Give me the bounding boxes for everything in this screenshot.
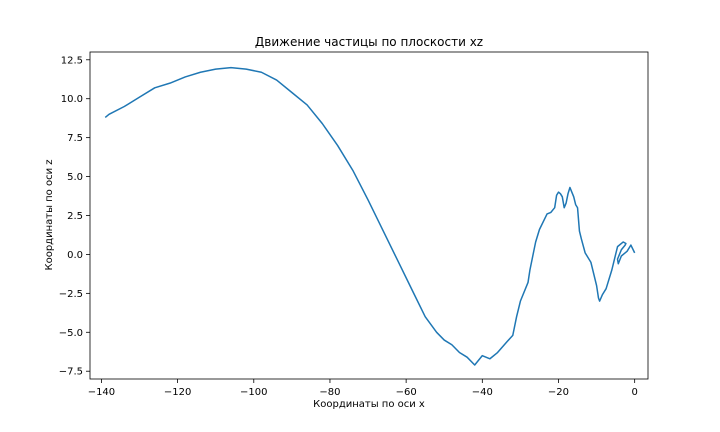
y-tick-label: 0.0	[67, 250, 83, 261]
x-tick-label: −140	[88, 387, 115, 398]
x-tick-label: −120	[164, 387, 191, 398]
x-tick-label: −40	[472, 387, 493, 398]
chart-title: Движение частицы по плоскости xz	[255, 35, 483, 49]
x-tick-label: −20	[548, 387, 569, 398]
y-tick-label: 2.5	[67, 211, 83, 222]
x-tick-label: −60	[396, 387, 417, 398]
x-tick-label: 0	[631, 387, 637, 398]
y-axis-title: Координаты по оси z	[44, 159, 55, 270]
y-tick-label: −5.0	[59, 328, 83, 339]
x-tick-label: −80	[319, 387, 340, 398]
y-tick-label: −2.5	[59, 289, 83, 300]
y-tick-label: 10.0	[61, 94, 83, 105]
plot-frame	[89, 51, 649, 380]
x-tick-label: −100	[240, 387, 267, 398]
x-axis-title: Координаты по оси x	[313, 399, 425, 410]
y-tick-label: 12.5	[61, 55, 83, 66]
y-tick-label: 7.5	[67, 133, 83, 144]
y-tick-label: −7.5	[59, 367, 83, 378]
plot-area	[104, 66, 636, 366]
series-line	[104, 66, 636, 366]
x-axis-ticks: −140 −120 −100 −80 −60 −40 −20 0	[88, 379, 638, 398]
y-tick-label: 5.0	[67, 172, 83, 183]
y-axis-ticks: −7.5 −5.0 −2.5 0.0 2.5 5.0 7.5 10.0 12.5	[59, 55, 90, 378]
